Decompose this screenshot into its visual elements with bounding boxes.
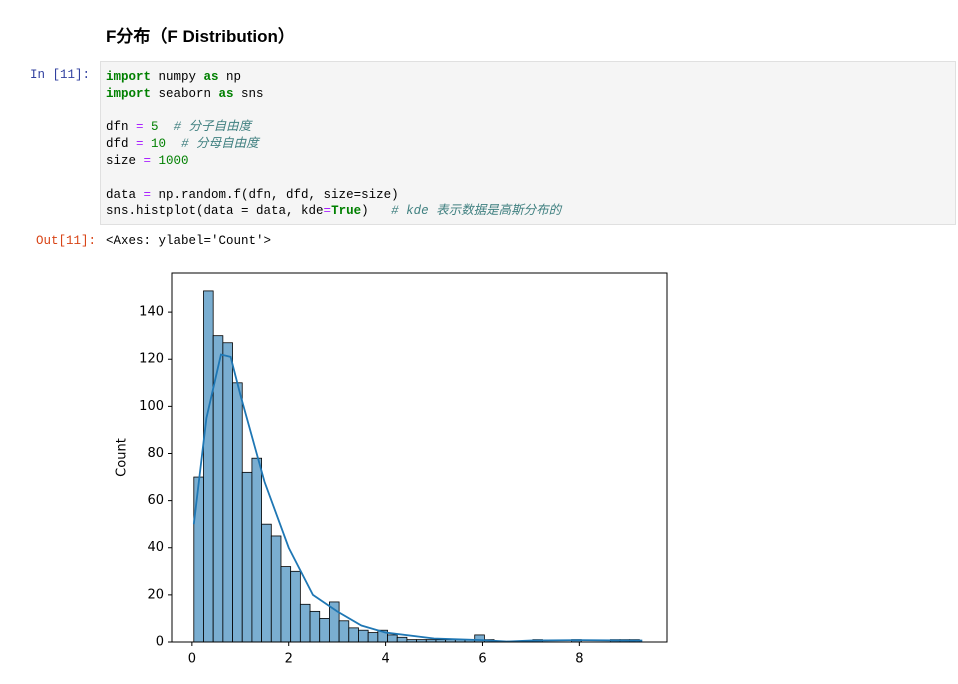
- y-tick-label: 100: [139, 399, 164, 414]
- code-token: =: [143, 153, 152, 168]
- code-token: as: [218, 86, 234, 101]
- bar: [270, 535, 282, 643]
- bar: [251, 457, 263, 643]
- x-tick-label: 2: [285, 652, 293, 667]
- code-line: import seaborn as sns: [106, 86, 950, 103]
- code-line: dfn = 5 # 分子自由度: [106, 119, 950, 136]
- y-tick-label: 120: [139, 352, 164, 367]
- kde-line: [192, 353, 643, 643]
- code-line: [106, 103, 950, 120]
- bar: [290, 570, 301, 643]
- plot-frame: [171, 272, 668, 643]
- bar: [338, 620, 350, 643]
- code-token: =: [136, 137, 144, 152]
- bar: [396, 636, 408, 643]
- y-tick-label: 0: [156, 635, 164, 650]
- bar: [348, 627, 359, 643]
- code-line: [106, 170, 950, 187]
- code-token: [151, 154, 159, 168]
- bar: [261, 523, 272, 643]
- output-prompt: Out[11]:: [36, 234, 97, 248]
- chart: 0 20 40 60 80 100 120 140 0 2 4 6 8 Count: [115, 272, 668, 667]
- code-token: import: [106, 70, 152, 84]
- output-text: <Axes: ylabel='Count'>: [106, 234, 272, 248]
- x-tick-label: 4: [381, 652, 389, 667]
- y-tick-label: 80: [147, 446, 164, 461]
- code-line: size = 1000: [106, 153, 950, 170]
- x-tick-label: 0: [188, 652, 196, 667]
- code-token: size: [106, 153, 144, 168]
- bar: [241, 471, 253, 643]
- code-token: [159, 120, 174, 134]
- code-token: [144, 120, 152, 134]
- bar: [319, 618, 330, 643]
- code-token: # 分子自由度: [173, 120, 252, 135]
- y-axis-label: Count: [115, 438, 130, 477]
- heading: F分布（F Distribution）: [106, 27, 295, 46]
- code-token: data: [106, 187, 144, 202]
- bar: [387, 634, 398, 643]
- y-tick-label: 60: [147, 493, 164, 508]
- code-token: numpy: [151, 70, 204, 84]
- input-prompt: In [11]:: [30, 68, 91, 82]
- code-token: seaborn: [151, 86, 219, 101]
- bar: [203, 290, 214, 643]
- code-token: # kde 表示数据是高斯分布的: [391, 204, 562, 219]
- bar: [280, 566, 292, 643]
- bar: [222, 342, 233, 643]
- code-token: dfd: [106, 137, 137, 152]
- code-token: dfn: [106, 120, 137, 135]
- bar: [358, 629, 369, 643]
- code-line: sns.histplot(data = data, kde=True) # kd…: [106, 203, 950, 220]
- code-token: =: [136, 120, 144, 135]
- code-token: [166, 137, 181, 151]
- code-token: sns: [233, 86, 264, 101]
- code-token: import: [106, 86, 152, 101]
- code-line: data = np.random.f(dfn, dfd, size=size): [106, 187, 950, 204]
- code-line: import numpy as np: [106, 69, 950, 86]
- bar: [309, 610, 321, 643]
- bar: [193, 476, 204, 643]
- bar: [299, 603, 311, 643]
- bar: [367, 632, 379, 643]
- bar: [232, 382, 243, 643]
- code-token: [144, 137, 152, 151]
- code-line: dfd = 10 # 分母自由度: [106, 136, 950, 153]
- code-token: ): [361, 204, 392, 219]
- code-token: 10: [151, 137, 167, 152]
- code-token: =: [323, 204, 332, 219]
- x-tick-label: 6: [478, 652, 486, 667]
- y-tick-label: 140: [139, 305, 164, 320]
- code-token: sns.histplot(data = data, kde: [106, 204, 324, 219]
- code-token: # 分母自由度: [181, 137, 259, 152]
- code-token: 1000: [158, 153, 189, 168]
- code-token: =: [143, 187, 152, 202]
- code-token: np.random.f(dfn, dfd, size=size): [151, 187, 399, 202]
- code-token: as: [203, 70, 219, 84]
- y-tick-label: 20: [147, 587, 164, 602]
- code-token: np: [218, 70, 242, 84]
- y-tick-label: 40: [147, 540, 164, 555]
- code-token: 5: [151, 120, 159, 135]
- code-cell[interactable]: import numpy as np import seaborn as sns d…: [100, 61, 956, 225]
- code-token: True: [331, 204, 362, 219]
- x-tick-label: 8: [575, 652, 583, 667]
